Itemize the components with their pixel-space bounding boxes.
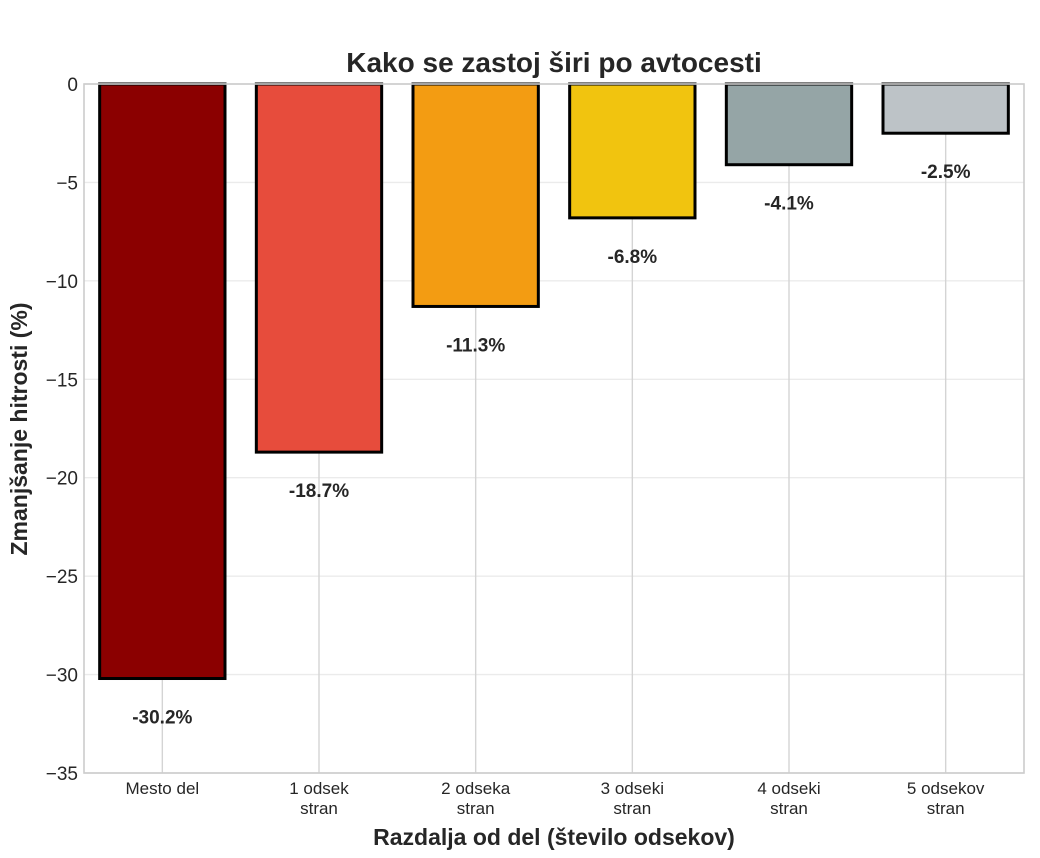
x-tick-label: 5 odsekov <box>907 779 985 798</box>
x-tick-label: 2 odseka <box>441 779 511 798</box>
x-tick-label: 1 odsek <box>289 779 349 798</box>
y-tick-label: −5 <box>56 173 78 194</box>
x-tick-label: 3 odseki <box>601 779 664 798</box>
y-tick-label: −10 <box>46 272 78 293</box>
data-label: -6.8% <box>608 247 658 268</box>
y-tick-label: −30 <box>46 666 78 687</box>
bar <box>881 82 1010 135</box>
data-label: -4.1% <box>764 194 814 215</box>
y-tick-label: 0 <box>67 75 78 96</box>
x-tick-label: stran <box>300 799 338 818</box>
chart-title: Kako se zastoj širi po avtocesti <box>346 47 762 78</box>
x-tick-label: stran <box>613 799 651 818</box>
x-axis-label: Razdalja od del (število odsekov) <box>373 824 735 850</box>
data-label: -2.5% <box>921 162 971 183</box>
data-label: -30.2% <box>132 708 192 729</box>
bars <box>98 82 1010 681</box>
bar <box>724 82 854 167</box>
bar <box>254 82 384 454</box>
plot-frame <box>83 83 1025 774</box>
bar <box>568 82 697 220</box>
x-tick-label: stran <box>927 799 965 818</box>
x-tick-label: 4 odseki <box>757 779 820 798</box>
y-axis-label: Zmanjšanje hitrosti (%) <box>6 302 32 555</box>
x-tick-label: stran <box>770 799 808 818</box>
y-tick-label: −35 <box>46 764 78 785</box>
bar <box>98 82 227 681</box>
data-labels: -30.2% -18.7% -11.3% -6.8% -4.1% -2.5% <box>132 162 970 728</box>
data-label: -18.7% <box>289 481 349 502</box>
data-label: -11.3% <box>446 335 505 356</box>
y-tick-label: −25 <box>46 567 78 588</box>
y-tick-label: −20 <box>46 469 78 490</box>
x-tick-label: stran <box>457 799 495 818</box>
y-axis-ticks: 0 −5 −10 −15 −20 −25 −30 −35 <box>46 75 78 785</box>
plot-area <box>84 84 1024 773</box>
bar <box>411 82 540 308</box>
y-tick-label: −15 <box>46 370 78 391</box>
x-tick-label: Mesto del <box>125 779 199 798</box>
